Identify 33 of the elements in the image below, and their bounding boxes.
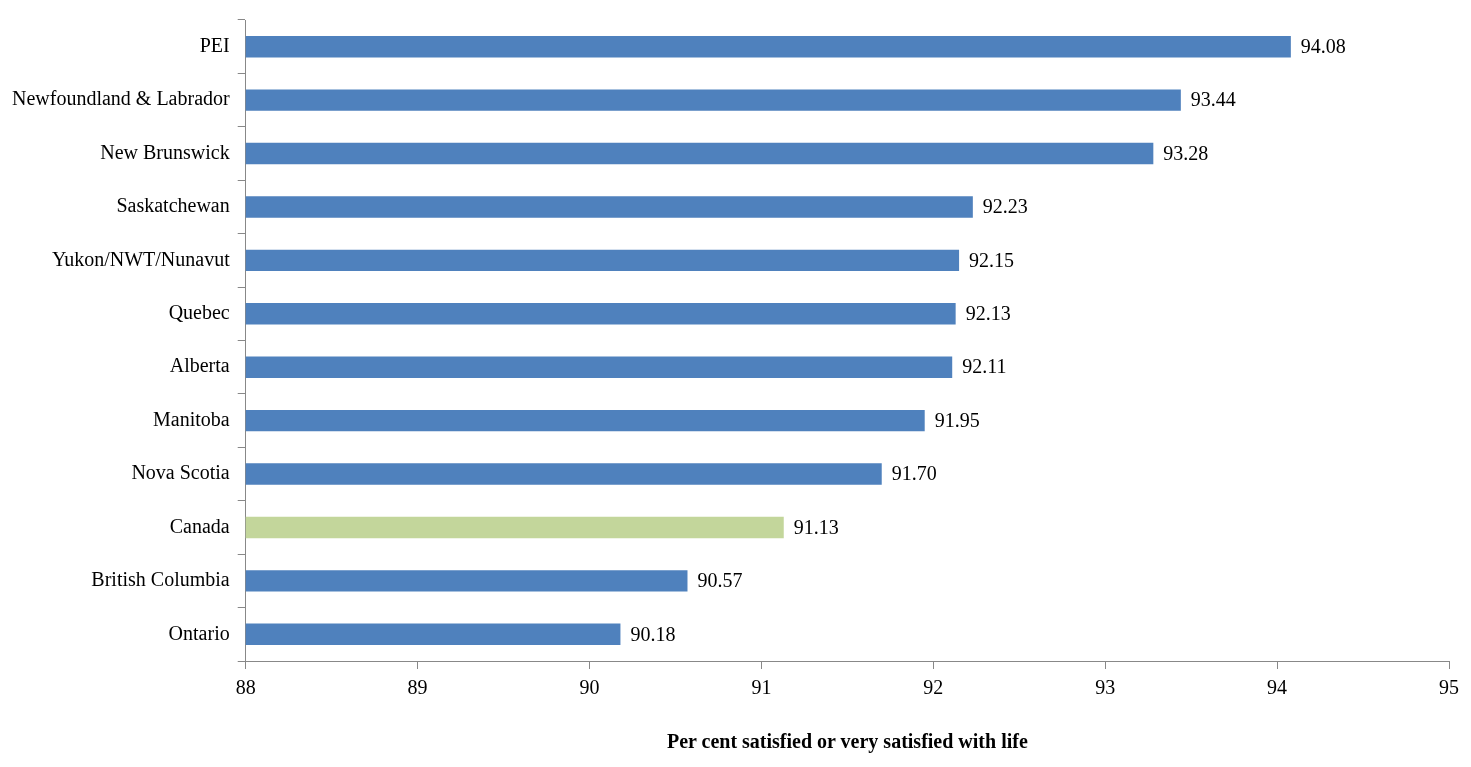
y-tick-label: Saskatchewan [116,194,230,217]
y-tick-label: Ontario [168,621,230,644]
y-tick-label: Alberta [169,354,230,377]
y-tick-label: PEI [199,33,230,56]
y-tick-label: British Columbia [91,568,230,591]
data-label: 92.15 [969,248,1015,271]
data-label: 92.23 [982,195,1028,218]
x-tick-label: 92 [923,676,944,699]
data-label: 91.70 [891,462,937,485]
y-tick-label: Canada [169,514,230,537]
x-tick-label: 95 [1439,676,1459,699]
x-tick-label: 89 [407,676,428,699]
data-label: 92.11 [962,355,1007,378]
y-tick-label: Newfoundland & Labrador [11,87,231,110]
y-tick-label: New Brunswick [100,140,230,163]
x-tick-label: 93 [1095,676,1116,699]
data-label: 92.13 [965,302,1011,325]
y-tick-label: Manitoba [153,407,230,430]
data-label: 91.13 [793,515,839,538]
x-tick-label: 88 [235,676,256,699]
data-label: 93.44 [1190,88,1236,111]
data-label: 90.57 [697,569,743,592]
x-tick-label: 91 [751,676,772,699]
data-label: 94.08 [1300,34,1346,57]
y-tick-label: Nova Scotia [131,461,230,484]
y-tick-label: Quebec [168,301,230,324]
data-label: 91.95 [934,408,980,431]
data-label: 90.18 [630,622,676,645]
data-label: 93.28 [1163,141,1209,164]
x-axis-title: Per cent satisfied or very satisfied with life [666,730,1028,754]
x-tick-label: 90 [579,676,600,699]
y-tick-label: Yukon/NWT/Nunavut [51,247,231,270]
x-tick-label: 94 [1267,676,1288,699]
